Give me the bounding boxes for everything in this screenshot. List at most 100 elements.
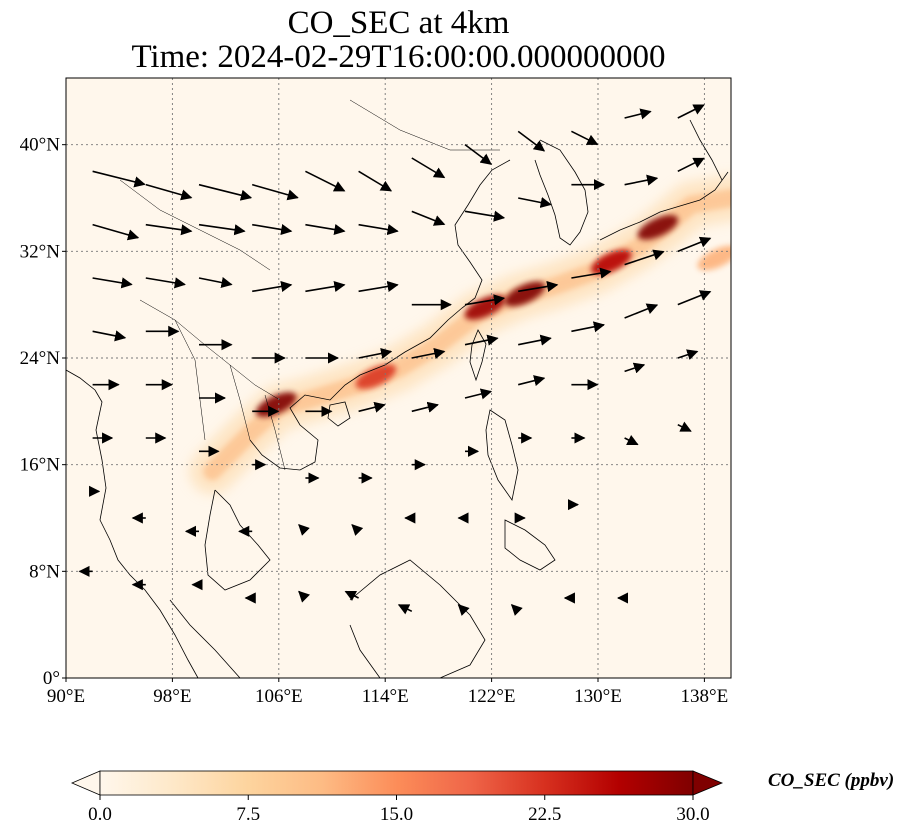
coastline-philippines-south: [504, 519, 556, 571]
coastline-indochina: [249, 159, 511, 471]
lon-tick-label: 90°E: [47, 686, 85, 707]
colorbar-extend-min: [70, 770, 101, 796]
wind-arrow: [305, 223, 346, 236]
wind-arrow: [305, 280, 346, 293]
wind-arrow: [464, 210, 506, 222]
wind-arrow: [305, 170, 346, 192]
wind-arrow: [518, 280, 559, 293]
colorbar-tick-label: 0.0: [88, 804, 112, 825]
wind-arrow: [145, 277, 186, 289]
colorbar-tick-label: 30.0: [676, 804, 709, 825]
wind-arrow: [358, 170, 393, 192]
coastline-japan: [599, 119, 729, 241]
wind-arrow: [464, 334, 499, 346]
wind-arrow: [464, 144, 492, 165]
wind-arrow: [92, 330, 127, 342]
wind-arrow: [518, 375, 546, 387]
wind-arrow: [624, 303, 659, 319]
wind-arrow: [517, 130, 546, 152]
coastline-sumatra: [169, 599, 241, 678]
coastline-borneo: [349, 559, 486, 678]
plot-title-line1: CO_SEC at 4km: [287, 5, 510, 41]
border-lines: [119, 99, 500, 471]
wind-arrow: [252, 223, 293, 236]
coastline-gulf-thailand: [204, 489, 271, 591]
wind-arrow: [624, 434, 639, 446]
wind-arrow: [677, 157, 705, 173]
colorbar: 0.0 7.5 15.0 22.5 30.0: [70, 770, 724, 825]
wind-arrow: [252, 280, 293, 293]
colorbar-extend-max: [692, 770, 724, 796]
lat-tick-label: 32°N: [20, 241, 61, 262]
colorbar-gradient: [99, 770, 694, 796]
wind-arrow: [358, 401, 386, 413]
colorbar-ticks: 0.0 7.5 15.0 22.5 30.0: [88, 795, 710, 825]
lon-tick-label: 106°E: [255, 686, 303, 707]
plume-hotspot: [637, 214, 679, 240]
plume-hotspot: [355, 364, 397, 390]
wind-arrow: [411, 157, 446, 179]
wind-arrow: [397, 604, 413, 615]
wind-vectors: [78, 104, 712, 616]
wind-arrow: [198, 277, 233, 289]
wind-arrow: [145, 223, 193, 236]
wind-arrow: [411, 401, 439, 413]
map-area: [66, 78, 731, 678]
wind-arrow: [624, 108, 652, 120]
lat-tick-label: 24°N: [20, 348, 61, 369]
map-axes: 90°E 98°E 106°E 114°E 122°E 130°E 138°E 0° 8°N 16…: [20, 135, 729, 707]
wind-arrow: [518, 334, 552, 346]
lon-tick-label: 122°E: [468, 686, 516, 707]
wind-arrow: [677, 104, 705, 119]
wind-arrow: [624, 249, 665, 266]
wind-arrow: [198, 223, 246, 236]
wind-arrow: [677, 349, 699, 361]
wind-arrow: [358, 347, 393, 359]
coastline-taiwan: [469, 329, 487, 382]
plot-title-line2: Time: 2024-02-29T16:00:00.000000000: [131, 39, 666, 75]
colorbar-tick-label: 15.0: [380, 804, 413, 825]
colorbar-tick-label: 22.5: [528, 804, 561, 825]
wind-arrow: [251, 183, 299, 201]
lon-tick-label: 114°E: [362, 686, 409, 707]
wind-arrow: [518, 197, 552, 209]
wind-arrow: [411, 210, 446, 226]
wind-arrow: [624, 174, 659, 186]
lat-tick-label: 16°N: [20, 455, 61, 476]
wind-arrow: [464, 294, 506, 306]
wind-arrow: [464, 388, 493, 400]
wind-arrow: [298, 590, 310, 603]
wind-arrow: [571, 130, 599, 146]
colorbar-label: CO_SEC (ppbv): [768, 770, 895, 791]
wind-arrow: [571, 321, 605, 333]
wind-arrow: [677, 421, 692, 432]
coastline-luzon: [485, 409, 519, 501]
wind-arrow: [198, 183, 253, 201]
wind-arrow: [92, 170, 146, 188]
lon-tick-label: 138°E: [681, 686, 729, 707]
wind-arrow: [510, 604, 523, 616]
map-frame: [65, 77, 732, 679]
lon-tick-label: 130°E: [574, 686, 622, 707]
wind-arrow: [677, 236, 712, 253]
wind-arrow: [624, 362, 646, 374]
wind-arrow: [411, 347, 446, 359]
wind-arrow: [351, 524, 364, 536]
wind-arrow: [92, 277, 133, 289]
coastline-korea: [534, 139, 589, 246]
lat-tick-label: 40°N: [20, 135, 61, 156]
coastline-asia-mainland: [66, 369, 199, 678]
wind-arrow: [457, 604, 470, 616]
wind-arrow: [358, 223, 399, 236]
wind-arrow: [92, 223, 140, 241]
wind-arrow: [677, 290, 712, 306]
wind-arrow: [358, 280, 399, 293]
lon-tick-label: 98°E: [153, 686, 191, 707]
wind-arrow: [298, 524, 310, 536]
lat-tick-label: 8°N: [29, 561, 60, 582]
coastline-layer: [66, 99, 729, 678]
gridlines: [66, 78, 731, 678]
colorbar-tick-label: 7.5: [236, 804, 260, 825]
lat-tick-label: 0°: [43, 668, 60, 689]
